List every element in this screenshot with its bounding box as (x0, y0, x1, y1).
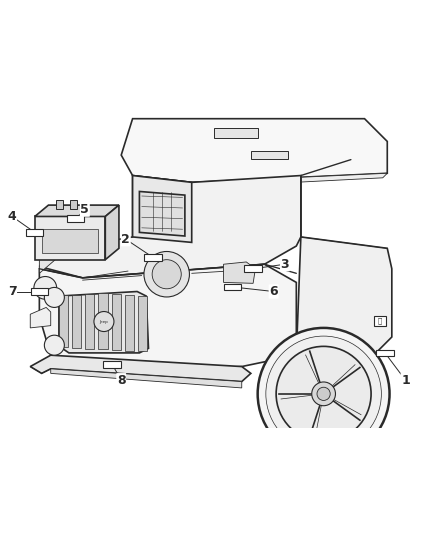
Polygon shape (297, 237, 392, 360)
Text: 4: 4 (8, 210, 17, 223)
Text: 1: 1 (401, 374, 410, 387)
Bar (42, 229, 99, 253)
Text: 8: 8 (117, 374, 126, 387)
Bar (251, 150, 288, 159)
Circle shape (44, 287, 64, 308)
Circle shape (317, 387, 330, 400)
Bar (26, 229, 43, 236)
Polygon shape (85, 294, 94, 349)
Polygon shape (133, 175, 192, 243)
Polygon shape (223, 262, 255, 284)
Polygon shape (30, 308, 51, 328)
Polygon shape (39, 175, 301, 278)
Circle shape (258, 328, 389, 460)
Text: 3: 3 (281, 258, 289, 271)
Text: 7: 7 (8, 285, 17, 298)
Circle shape (312, 382, 336, 406)
Polygon shape (59, 295, 68, 347)
Polygon shape (59, 292, 148, 353)
Polygon shape (35, 216, 105, 260)
Circle shape (276, 346, 371, 441)
Polygon shape (125, 295, 134, 351)
Bar (145, 254, 162, 261)
Bar (56, 200, 64, 209)
Polygon shape (35, 205, 119, 216)
Text: 6: 6 (269, 285, 278, 298)
Bar (376, 350, 394, 357)
Polygon shape (105, 205, 119, 260)
Circle shape (94, 311, 114, 332)
Polygon shape (39, 264, 297, 374)
Text: 5: 5 (81, 203, 89, 216)
Bar (31, 288, 48, 295)
Polygon shape (138, 296, 147, 351)
Bar (224, 284, 241, 290)
Polygon shape (121, 119, 387, 182)
Circle shape (144, 252, 190, 297)
Bar (374, 316, 386, 326)
Polygon shape (139, 191, 185, 236)
Bar (103, 361, 121, 368)
Bar (70, 200, 77, 209)
Circle shape (44, 335, 64, 355)
Bar (244, 265, 262, 272)
Circle shape (34, 277, 57, 299)
Bar (67, 215, 85, 222)
Circle shape (266, 336, 381, 451)
Bar (215, 128, 258, 138)
Polygon shape (30, 355, 251, 382)
Polygon shape (99, 293, 108, 349)
Polygon shape (72, 295, 81, 348)
Text: 2: 2 (121, 233, 130, 246)
Polygon shape (133, 173, 387, 188)
Polygon shape (112, 294, 121, 350)
Circle shape (152, 260, 181, 289)
Polygon shape (51, 369, 242, 388)
Text: ⛽: ⛽ (378, 317, 382, 324)
Polygon shape (39, 228, 55, 273)
Text: Jeep: Jeep (99, 319, 108, 324)
